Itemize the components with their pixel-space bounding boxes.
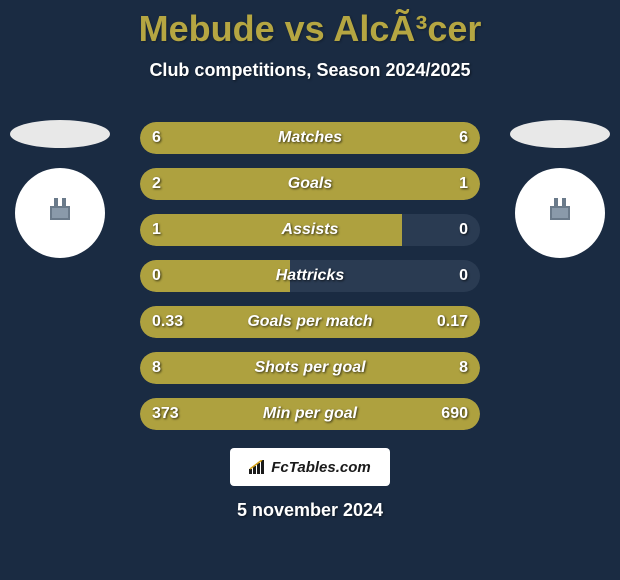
stat-value-right: 0.17 [437, 313, 468, 331]
stat-value-right: 1 [459, 175, 468, 193]
stat-label: Min per goal [140, 405, 480, 423]
player-left-badge [15, 168, 105, 258]
page-subtitle: Club competitions, Season 2024/2025 [0, 60, 620, 81]
stat-value-right: 0 [459, 221, 468, 239]
branding-box: FcTables.com [230, 448, 390, 486]
page-title: Mebude vs AlcÃ³cer [0, 0, 620, 50]
stat-row: 373Min per goal690 [140, 398, 480, 430]
stat-row: 8Shots per goal8 [140, 352, 480, 384]
stats-container: 6Matches62Goals11Assists00Hattricks00.33… [140, 122, 480, 444]
player-right-avatar [510, 120, 610, 258]
stat-value-right: 0 [459, 267, 468, 285]
stat-row: 0.33Goals per match0.17 [140, 306, 480, 338]
placeholder-icon [550, 206, 570, 220]
player-right-badge [515, 168, 605, 258]
footer-date: 5 november 2024 [0, 500, 620, 521]
stat-label: Goals [140, 175, 480, 193]
stat-value-right: 6 [459, 129, 468, 147]
stat-label: Goals per match [140, 313, 480, 331]
stat-value-right: 690 [441, 405, 468, 423]
branding-text: FcTables.com [271, 459, 370, 476]
stat-row: 6Matches6 [140, 122, 480, 154]
placeholder-icon [50, 206, 70, 220]
stat-label: Matches [140, 129, 480, 147]
stat-value-right: 8 [459, 359, 468, 377]
stat-row: 1Assists0 [140, 214, 480, 246]
stat-label: Shots per goal [140, 359, 480, 377]
stat-label: Assists [140, 221, 480, 239]
player-left-avatar [10, 120, 110, 258]
stat-label: Hattricks [140, 267, 480, 285]
shadow-ellipse [510, 120, 610, 148]
stat-row: 2Goals1 [140, 168, 480, 200]
stat-row: 0Hattricks0 [140, 260, 480, 292]
shadow-ellipse [10, 120, 110, 148]
chart-icon [249, 460, 267, 474]
